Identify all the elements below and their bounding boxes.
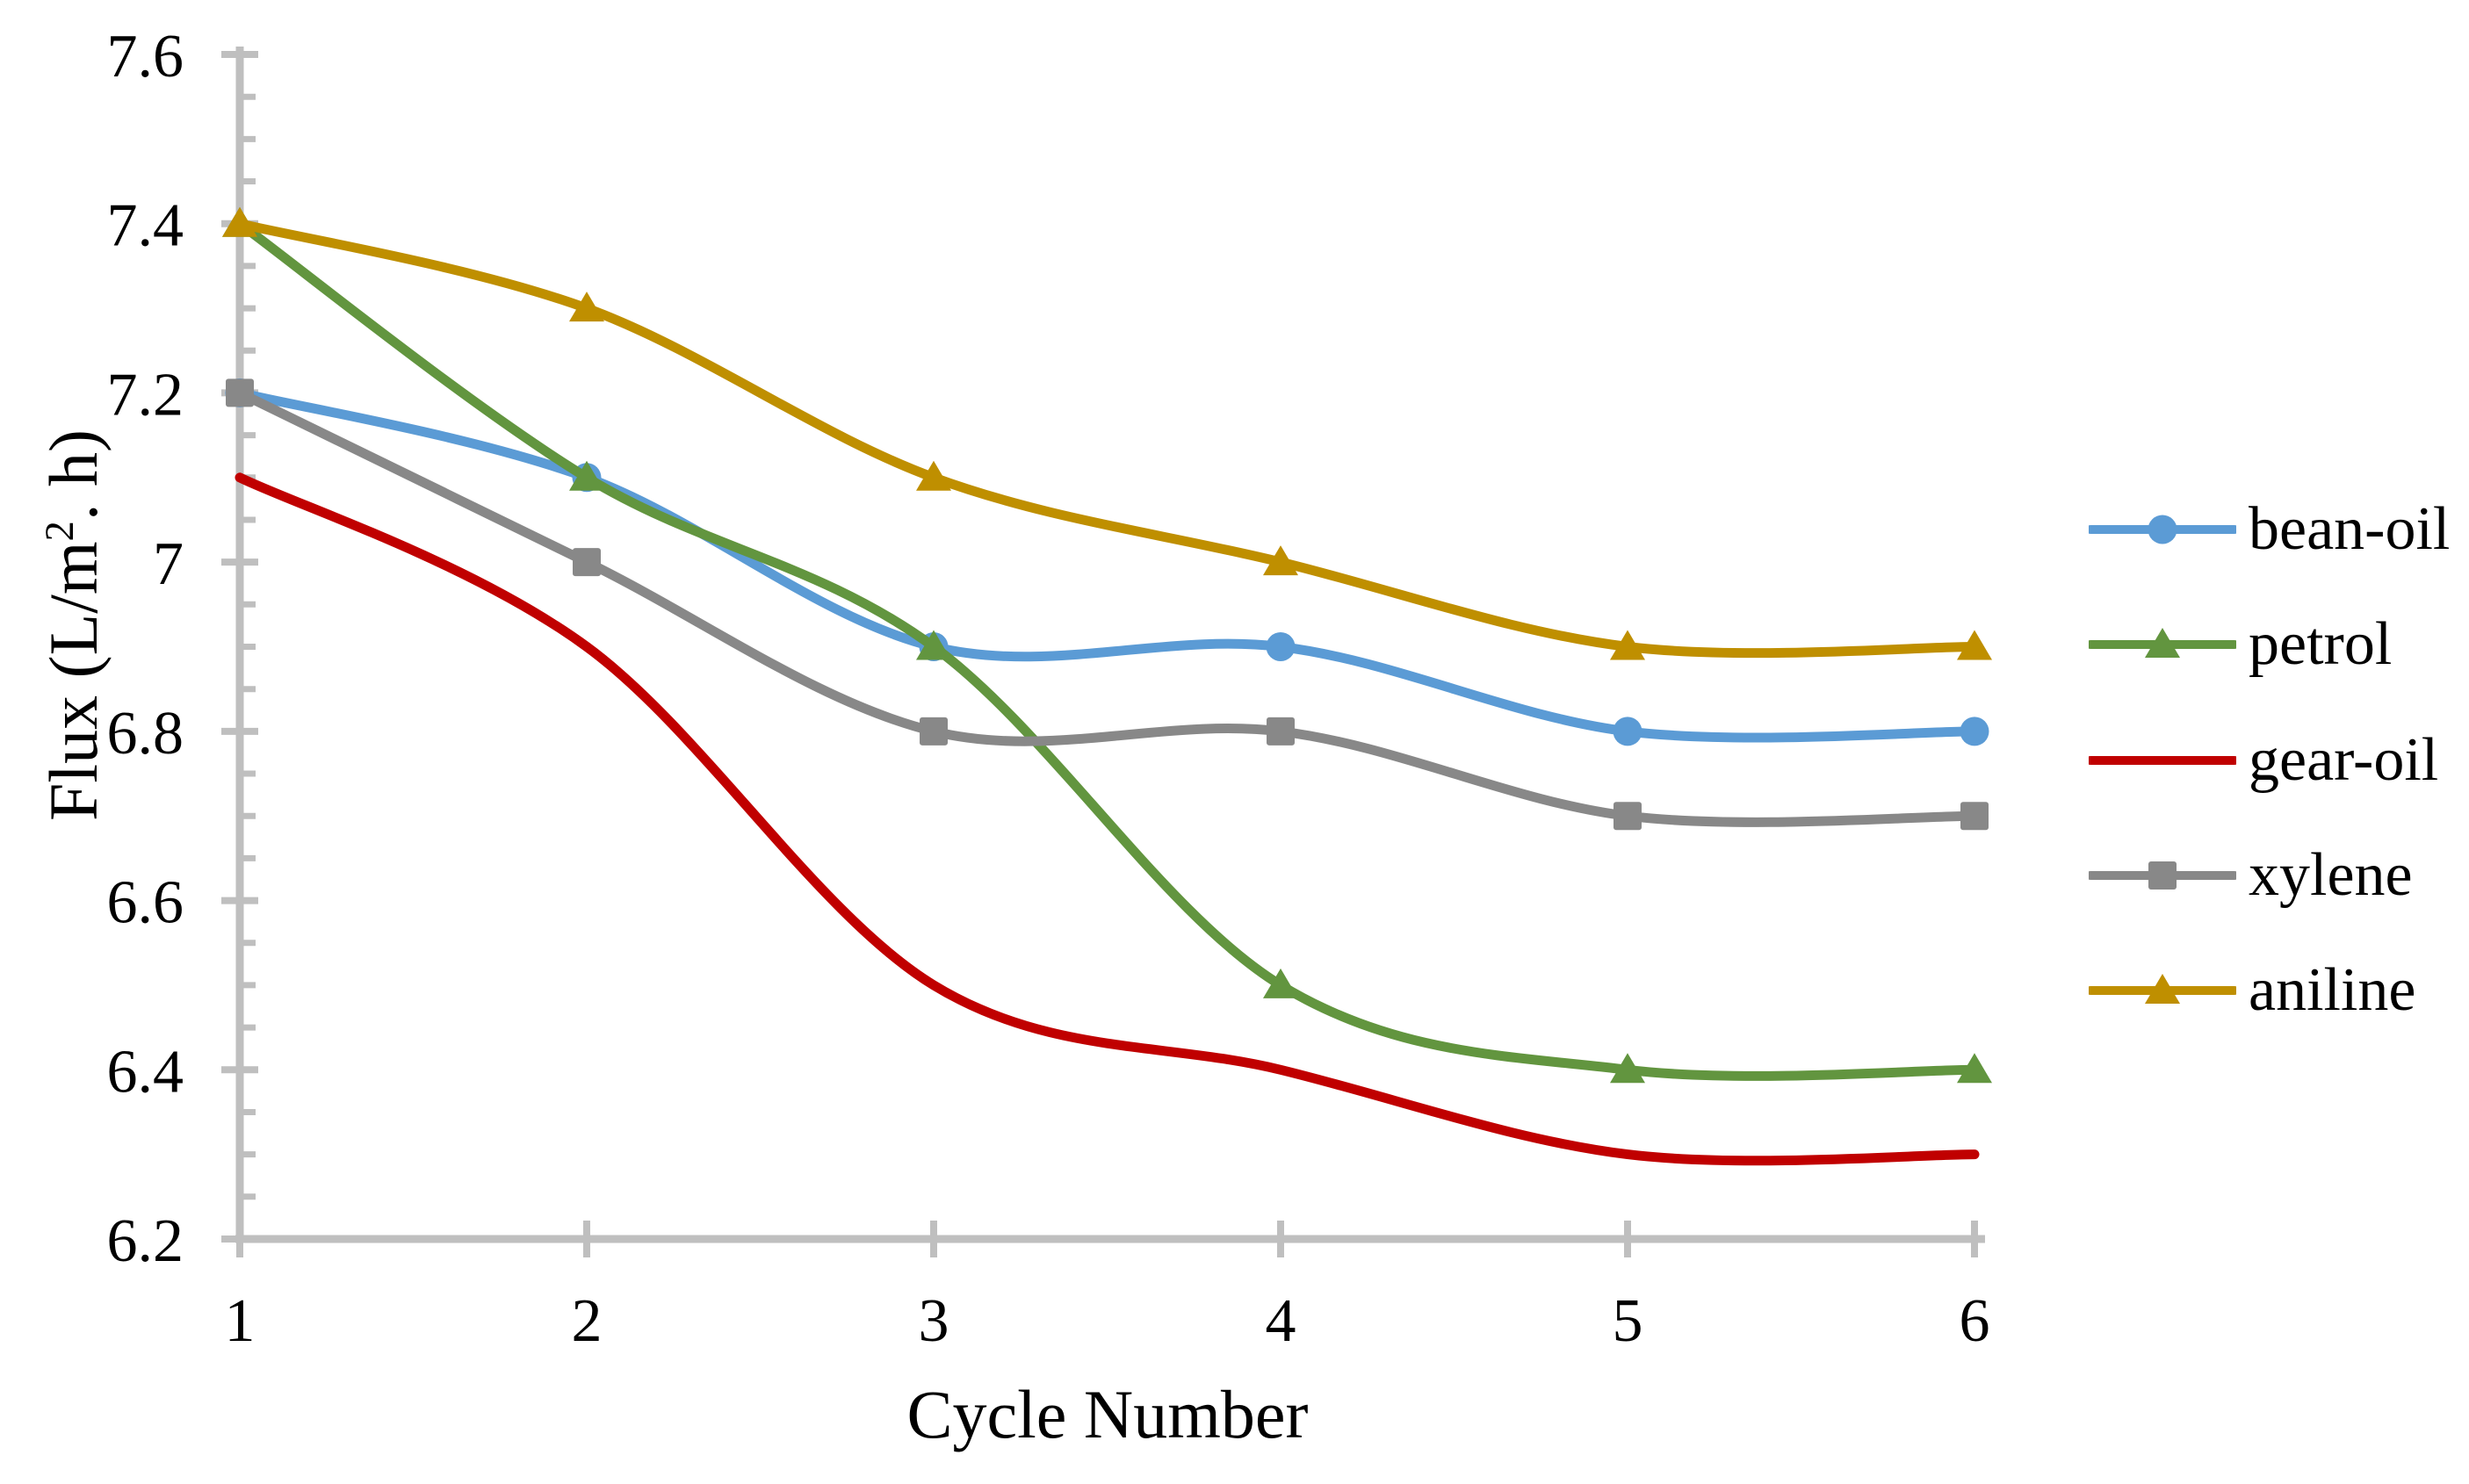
y-axis-title-units: . h) xyxy=(35,429,112,522)
x-tick-label: 6 xyxy=(1960,1287,1990,1355)
x-tick-label: 2 xyxy=(572,1287,603,1355)
y-tick-label: 6.4 xyxy=(107,1038,184,1106)
legend-item-gear-oil: gear-oil xyxy=(2089,729,2438,792)
data-point-marker xyxy=(573,548,601,577)
y-tick-label: 6.6 xyxy=(107,869,184,937)
data-point-marker xyxy=(1267,717,1295,746)
legend-item-aniline: aniline xyxy=(2089,959,2415,1022)
data-point-marker xyxy=(569,460,604,491)
y-tick-label: 7.4 xyxy=(107,192,184,260)
x-tick-label: 5 xyxy=(1613,1287,1643,1355)
series-xylene xyxy=(226,378,1989,831)
y-axis-title: Flux (L/m2. h) xyxy=(34,429,113,821)
legend-swatch-square-icon xyxy=(2089,861,2236,890)
data-point-marker xyxy=(1960,717,1989,746)
y-tick-label: 6.2 xyxy=(107,1207,184,1275)
legend-swatch-triangle-icon xyxy=(2089,628,2236,658)
data-point-marker xyxy=(916,460,951,491)
series-line-petrol xyxy=(235,219,1980,1081)
legend-swatch-triangle-icon xyxy=(2089,974,2236,1004)
legend-label: bean-oil xyxy=(2249,495,2451,563)
series-petrol xyxy=(222,206,1992,1084)
series-gear-oil xyxy=(235,472,1980,1166)
data-point-marker xyxy=(1614,802,1642,831)
x-axis-title: Cycle Number xyxy=(906,1376,1309,1452)
data-point-marker xyxy=(1263,968,1298,998)
x-tick-label: 3 xyxy=(919,1287,949,1355)
y-axis-title-superscript: 2 xyxy=(37,521,83,542)
data-point-marker xyxy=(2148,861,2177,890)
data-point-marker xyxy=(1957,1053,1992,1084)
legend-swatch-circle-icon xyxy=(2089,515,2236,544)
data-point-marker xyxy=(2145,974,2180,1004)
data-point-marker xyxy=(1960,802,1989,831)
legend-swatch-none-icon xyxy=(2089,756,2236,765)
legend-item-petrol: petrol xyxy=(2089,613,2392,676)
data-point-marker xyxy=(1610,1053,1645,1084)
series-line-bean-oil xyxy=(235,387,1980,743)
legend-label: aniline xyxy=(2249,956,2416,1024)
data-point-marker xyxy=(1263,545,1298,576)
data-point-marker xyxy=(569,292,604,322)
x-tick-label: 1 xyxy=(225,1287,256,1355)
x-tick-label: 4 xyxy=(1266,1287,1296,1355)
data-point-marker xyxy=(1266,632,1296,661)
y-tick-label: 7.2 xyxy=(107,361,184,429)
legend-label: xylene xyxy=(2249,841,2413,909)
y-axis-title-text: Flux (L/m xyxy=(35,541,112,821)
data-point-marker xyxy=(1957,630,1992,660)
data-point-marker xyxy=(916,630,951,660)
y-tick-label: 7 xyxy=(153,530,184,598)
series-bean-oil xyxy=(225,378,1989,746)
y-tick-label: 7.6 xyxy=(107,23,184,90)
series-line-aniline xyxy=(235,219,1980,659)
series-aniline xyxy=(222,206,1992,660)
legend-label: petrol xyxy=(2249,610,2393,678)
series-line-gear-oil xyxy=(235,472,1980,1166)
data-point-marker xyxy=(2145,628,2180,658)
legend-label: gear-oil xyxy=(2249,726,2439,794)
data-point-marker xyxy=(226,378,254,407)
data-point-marker xyxy=(1610,630,1645,660)
series-line-xylene xyxy=(235,387,1980,827)
legend-item-bean-oil: bean-oil xyxy=(2089,498,2450,561)
legend-item-xylene: xylene xyxy=(2089,844,2413,907)
data-point-marker xyxy=(2148,515,2177,544)
data-point-marker xyxy=(920,717,948,746)
data-point-marker xyxy=(1613,717,1642,746)
data-point-marker xyxy=(222,206,257,237)
y-tick-label: 6.8 xyxy=(107,700,184,767)
